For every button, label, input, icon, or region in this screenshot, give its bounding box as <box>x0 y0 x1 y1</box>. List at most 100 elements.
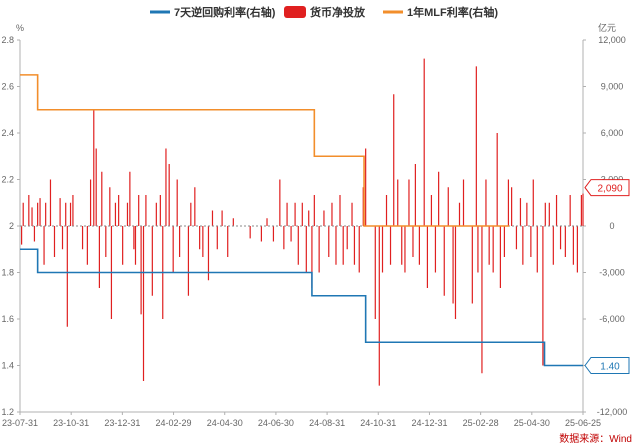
net-injection-bar <box>31 207 33 226</box>
net-injection-bar <box>454 226 457 319</box>
net-injection-bar <box>22 202 24 226</box>
net-injection-bar <box>552 226 554 265</box>
data-source: 数据来源：Wind <box>559 432 632 445</box>
net-injection-bar <box>187 226 190 296</box>
net-injection-bar <box>576 226 578 273</box>
net-injection-callout-box <box>584 179 630 197</box>
net-injection-bar <box>358 226 360 273</box>
net-injection-bar <box>43 226 45 265</box>
net-injection-bar <box>582 193 584 226</box>
x-tick-label: 24-10-31 <box>360 418 396 428</box>
net-injection-bar <box>142 226 145 381</box>
net-injection-bar <box>28 195 30 226</box>
right-tick-label: -3,000 <box>599 268 625 278</box>
net-injection-callout: 2,090 <box>584 179 630 197</box>
net-injection-bar <box>294 202 296 226</box>
net-injection-bar <box>95 148 97 226</box>
repo-rate-line <box>20 248 583 367</box>
net-injection-bar <box>202 226 204 257</box>
net-injection-bar <box>438 171 440 226</box>
net-injection-bar <box>176 179 178 226</box>
net-injection-bar <box>423 58 425 226</box>
x-tick-label: 24-04-30 <box>207 418 243 428</box>
x-tick-label: 25-02-28 <box>463 418 499 428</box>
net-injection-bar <box>452 226 454 304</box>
net-injection-bar <box>101 171 103 226</box>
x-tick-label: 23-10-31 <box>53 418 89 428</box>
net-injection-bar <box>418 226 420 265</box>
net-injection-end-label: 2,090 <box>597 184 622 195</box>
net-injection-bar <box>522 226 524 265</box>
net-injection-bar <box>61 226 64 250</box>
net-injection-bar <box>426 226 429 288</box>
net-injection-bar <box>434 226 437 273</box>
net-injection-bar <box>69 202 72 226</box>
net-injection-bar <box>207 226 210 281</box>
net-injection-bar <box>323 210 325 226</box>
right-tick-label: 12,000 <box>598 35 626 45</box>
net-injection-bar <box>172 226 174 273</box>
net-injection-bar <box>430 195 433 226</box>
right-axis-unit: 亿元 <box>598 22 616 33</box>
right-tick-label: 9,000 <box>601 82 624 92</box>
net-injection-bar <box>194 187 196 226</box>
x-tick-label: 25-04-30 <box>514 418 550 428</box>
net-injection-bar <box>365 148 367 226</box>
net-injection-bar <box>283 226 285 250</box>
net-injection-bar <box>301 202 303 226</box>
net-injection-bar <box>126 202 129 226</box>
net-injection-bars <box>21 58 584 386</box>
left-tick-label: 2 <box>9 221 14 231</box>
net-injection-bar <box>129 171 131 226</box>
legend-label-mlf: 1年MLF利率(右轴) <box>407 5 498 19</box>
net-injection-bar <box>511 187 513 226</box>
net-injection-bar <box>408 179 410 226</box>
net-injection-bar <box>492 226 494 273</box>
net-injection-bar <box>59 198 61 226</box>
net-injection-bar <box>140 226 142 315</box>
net-injection-bar <box>496 133 498 226</box>
net-injection-bar <box>318 226 320 273</box>
legend: 7天逆回购利率(右轴) 货币净投放 1年MLF利率(右轴) <box>150 5 498 19</box>
net-injection-bar <box>37 202 39 226</box>
net-injection-bar <box>260 226 263 242</box>
net-injection-bar <box>53 226 56 257</box>
net-injection-bar <box>155 202 157 226</box>
net-injection-bar <box>378 226 380 386</box>
net-injection-bar <box>477 226 479 273</box>
net-injection-bar <box>190 202 192 226</box>
net-injection-bar <box>530 226 532 257</box>
net-injection-bar <box>151 226 153 296</box>
net-injection-bar <box>109 187 111 226</box>
net-injection-bar <box>138 195 140 226</box>
legend-label-net-injection: 货币净投放 <box>309 5 366 19</box>
net-injection-bar <box>86 226 88 265</box>
x-tick-label: 23-12-31 <box>104 418 140 428</box>
net-injection-bar <box>381 226 384 273</box>
net-injection-bar <box>389 226 392 265</box>
net-injection-bar <box>462 179 465 226</box>
x-axis-ticks: 23-07-31 23-10-31 23-12-31 24-02-29 24-04-30… <box>2 412 601 428</box>
left-tick-label: 1.2 <box>1 407 14 417</box>
net-injection-bar <box>385 195 388 226</box>
net-injection-bar <box>499 226 501 288</box>
net-injection-bar <box>134 226 137 265</box>
net-injection-bar <box>49 179 52 226</box>
net-injection-bar <box>227 226 229 257</box>
net-injection-bar <box>351 202 353 226</box>
x-tick-label: 24-12-31 <box>411 418 447 428</box>
net-injection-bar <box>122 226 124 265</box>
net-injection-bar <box>81 226 84 250</box>
net-injection-bar <box>503 226 506 257</box>
net-injection-bar <box>458 202 461 226</box>
net-injection-bar <box>353 226 356 265</box>
repo-callout-box <box>584 357 630 374</box>
net-injection-bar <box>145 195 147 226</box>
net-injection-bar <box>374 226 376 319</box>
net-injection-bar <box>569 195 571 226</box>
net-injection-bar <box>544 202 546 226</box>
left-tick-label: 1.4 <box>1 361 14 371</box>
net-injection-bar <box>216 226 218 250</box>
left-tick-label: 2.6 <box>1 82 14 92</box>
